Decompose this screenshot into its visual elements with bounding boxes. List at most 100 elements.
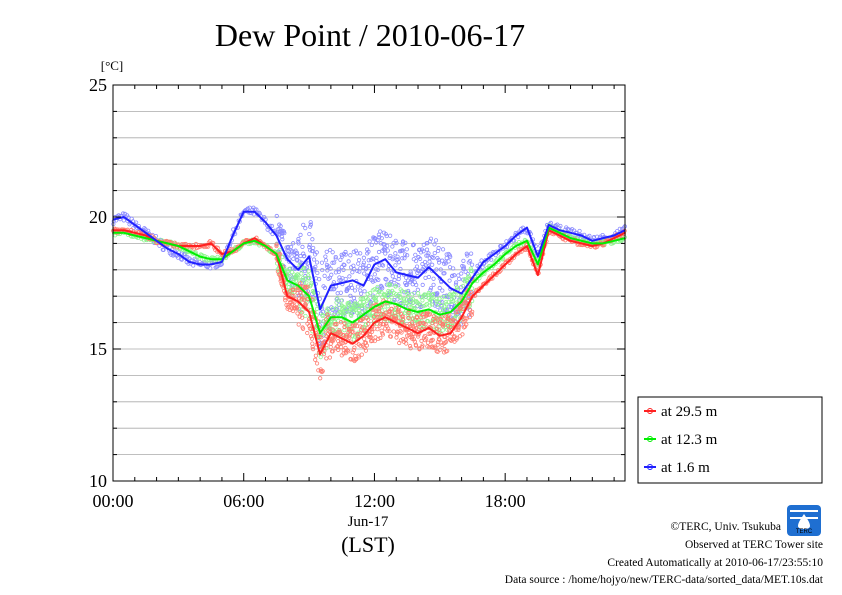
scatter-point <box>346 259 351 264</box>
scatter-point <box>351 249 356 254</box>
scatter-point <box>408 269 413 274</box>
scatter-point <box>333 256 338 261</box>
scatter-point <box>161 247 166 253</box>
scatter-point <box>366 263 371 268</box>
scatter-point <box>319 369 325 375</box>
scatter-point <box>413 252 418 257</box>
legend-label: at 1.6 m <box>661 460 710 476</box>
scatter-point <box>375 238 380 243</box>
scatter-point <box>431 276 436 281</box>
scatter-point <box>464 251 469 256</box>
scatter-point <box>446 299 451 304</box>
scatter-point <box>367 290 373 296</box>
scatter-point <box>427 312 433 317</box>
scatter-point <box>339 298 344 303</box>
scatter-point <box>421 249 426 254</box>
scatter-point <box>303 302 308 307</box>
scatter-point <box>265 227 270 232</box>
scatter-point <box>414 282 419 288</box>
scatter-point <box>457 276 462 282</box>
scatter-point <box>364 266 369 271</box>
scatter-point <box>446 259 451 264</box>
scatter-point <box>385 243 390 248</box>
scatter-point <box>290 287 295 292</box>
scatter-point <box>394 240 399 246</box>
scatter-point <box>330 260 335 265</box>
scatter-point <box>374 309 379 314</box>
scatter-point <box>299 297 304 302</box>
scatter-point <box>469 251 474 256</box>
scatter-point <box>337 302 342 307</box>
scatter-point <box>274 213 279 219</box>
scatter-point <box>338 257 343 262</box>
scatter-point <box>375 284 380 290</box>
scatter-point <box>430 337 435 342</box>
scatter-point <box>375 267 380 273</box>
scatter-point <box>318 355 323 360</box>
scatter-point <box>359 303 365 308</box>
scatter-point <box>297 314 302 319</box>
scatter-point <box>352 345 357 350</box>
scatter-point <box>433 238 439 243</box>
legend-box <box>637 396 823 484</box>
scatter-point <box>120 211 126 216</box>
scatter-point <box>415 334 421 339</box>
scatter-point <box>281 228 286 234</box>
scatter-point <box>320 267 325 273</box>
scatter-point <box>413 306 418 311</box>
scatter-point <box>429 302 435 307</box>
scatter-point <box>362 336 367 341</box>
y-tick-label: 20 <box>89 207 107 227</box>
observed-text: Observed at TERC Tower site <box>685 539 823 551</box>
scatter-point <box>315 270 320 276</box>
scatter-point <box>396 260 402 265</box>
scatter-point <box>441 322 446 327</box>
scatter-point <box>407 343 413 349</box>
scatter-point <box>367 310 373 316</box>
scatter-point <box>208 266 213 271</box>
scatter-point <box>460 306 465 311</box>
scatter-point <box>293 287 298 292</box>
scatter-point <box>146 228 151 233</box>
scatter-point <box>319 335 324 340</box>
series-line <box>113 226 626 335</box>
scatter-point <box>404 282 410 287</box>
scatter-point <box>348 357 354 362</box>
scatter-point <box>461 258 466 263</box>
scatter-point <box>394 335 399 340</box>
scatter-point <box>401 314 406 319</box>
scatter-point <box>390 244 395 249</box>
scatter-point <box>309 336 315 341</box>
scatter-point <box>372 338 377 344</box>
scatter-point <box>314 260 320 265</box>
data-source-text: Data source : /home/hojyo/new/TERC-data/… <box>505 574 824 586</box>
scatter-point <box>296 273 301 278</box>
scatter-point <box>342 324 347 330</box>
scatter-point <box>434 299 439 304</box>
scatter-point <box>366 249 371 254</box>
scatter-point <box>191 263 196 268</box>
scatter-point <box>294 306 299 311</box>
scatter-point <box>423 303 428 308</box>
scatter-point <box>446 319 451 324</box>
scatter-point <box>311 257 317 262</box>
scatter-point <box>377 234 382 240</box>
scatter-point <box>467 258 473 264</box>
scatter-point <box>269 223 275 229</box>
scatter-point <box>364 343 369 348</box>
scatter-point <box>318 369 323 374</box>
scatter-point <box>298 232 303 237</box>
scatter-point <box>363 348 369 353</box>
scatter-point <box>330 250 335 255</box>
scatter-point <box>330 349 335 354</box>
scatter-point <box>417 347 422 352</box>
scatter-point <box>305 284 310 289</box>
scatter-point <box>308 222 313 227</box>
scatter-point <box>440 288 445 293</box>
scatter-point <box>410 316 415 321</box>
scatter-point <box>324 249 329 254</box>
scatter-point <box>334 305 339 310</box>
scatter-point <box>431 255 436 261</box>
scatter-point <box>376 277 381 282</box>
scatter-point <box>328 247 333 253</box>
